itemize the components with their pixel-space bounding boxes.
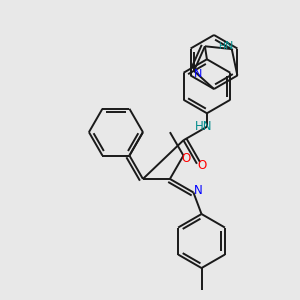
Text: N: N [225, 41, 233, 51]
Text: H: H [218, 42, 225, 51]
Text: N: N [194, 184, 203, 197]
Text: N: N [194, 69, 202, 79]
Text: HN: HN [195, 120, 213, 133]
Text: O: O [182, 152, 191, 165]
Text: O: O [197, 159, 207, 172]
